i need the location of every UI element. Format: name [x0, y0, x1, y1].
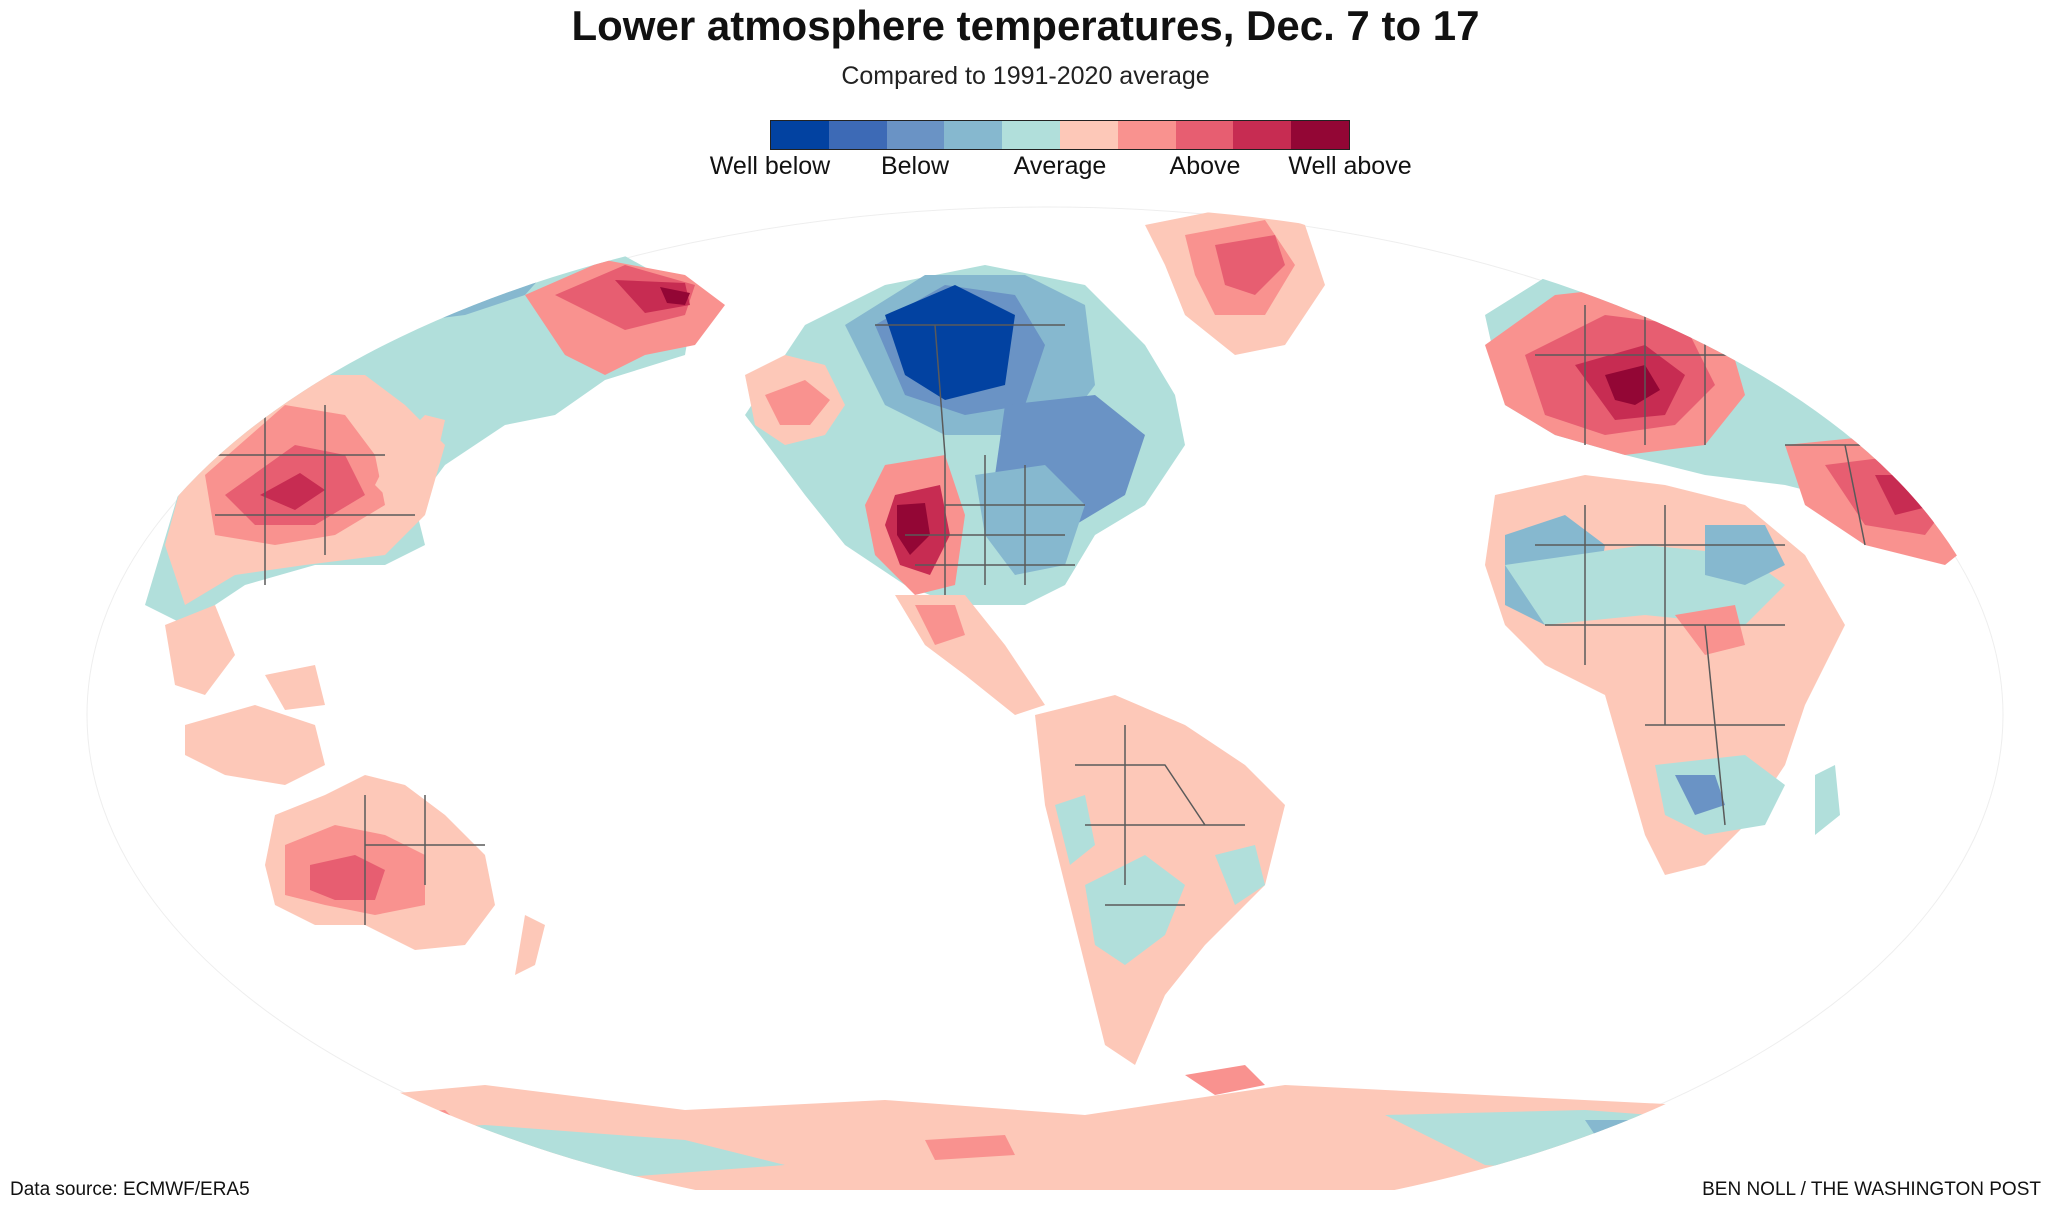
region-wabove2	[260, 473, 325, 510]
legend-swatch-0	[771, 121, 829, 149]
region-sbelow	[1705, 525, 1785, 585]
legend-swatch-1	[828, 121, 887, 149]
region-below	[1675, 775, 1725, 815]
country-borders	[205, 295, 1965, 925]
region-wbelow	[885, 285, 1015, 400]
region-below	[405, 255, 465, 290]
region-above	[915, 605, 965, 645]
region-wabove1	[555, 265, 695, 330]
legend-swatch-9	[1291, 121, 1349, 149]
legend-swatch-3	[944, 121, 1003, 149]
legend-label-well-above: Well above	[1288, 152, 1412, 180]
region-sbelow	[1685, 265, 1905, 365]
region-sabove	[515, 915, 545, 975]
region-wabove1	[1215, 235, 1285, 295]
region-avg	[1085, 855, 1185, 965]
legend-label-average: Average	[1013, 152, 1107, 180]
region-avg	[1215, 845, 1265, 905]
credit-note: BEN NOLL / THE WASHINGTON POST	[1702, 1179, 2041, 1200]
map-subtitle: Compared to 1991-2020 average	[841, 62, 1210, 90]
legend-swatch-6	[1117, 121, 1176, 149]
region-below	[1735, 285, 1845, 340]
legend-swatch-8	[1233, 121, 1292, 149]
legend-swatch-5	[1059, 121, 1118, 149]
legend-label-above: Above	[1169, 152, 1241, 180]
north-america-landmass	[745, 205, 1325, 715]
region-avg	[1815, 765, 1840, 835]
south-america-landmass	[1035, 695, 1285, 1065]
legend-swatch-4	[1002, 121, 1060, 149]
world-temperature-map	[85, 205, 2005, 1190]
region-above	[765, 380, 830, 425]
legend-swatch-2	[886, 121, 945, 149]
region-sbelow	[975, 465, 1085, 575]
region-above	[345, 1110, 465, 1140]
legend-swatch-7	[1175, 121, 1234, 149]
region-above	[925, 1135, 1015, 1160]
region-sbelow	[1585, 1120, 1705, 1150]
region-sabove	[265, 665, 325, 710]
region-above	[1185, 1065, 1265, 1095]
region-extreme	[1605, 365, 1660, 405]
region-extreme	[897, 503, 930, 555]
map-title: Lower atmosphere temperatures, Dec. 7 to…	[571, 2, 1480, 49]
region-sabove	[165, 605, 235, 695]
region-sabove	[185, 705, 325, 785]
region-extreme	[660, 287, 690, 305]
region-wabove1	[310, 855, 385, 900]
australia-landmass	[265, 775, 545, 975]
region-above	[1675, 605, 1745, 655]
legend-label-well-below: Well below	[709, 152, 831, 180]
legend-label-below: Below	[880, 152, 950, 180]
region-sabove	[375, 415, 445, 495]
legend-color-bar	[770, 120, 1350, 150]
data-source-note: Data source: ECMWF/ERA5	[10, 1179, 250, 1200]
globe-outline	[86, 206, 2004, 1190]
region-avg	[1055, 795, 1095, 865]
region-wabove2	[615, 280, 690, 313]
